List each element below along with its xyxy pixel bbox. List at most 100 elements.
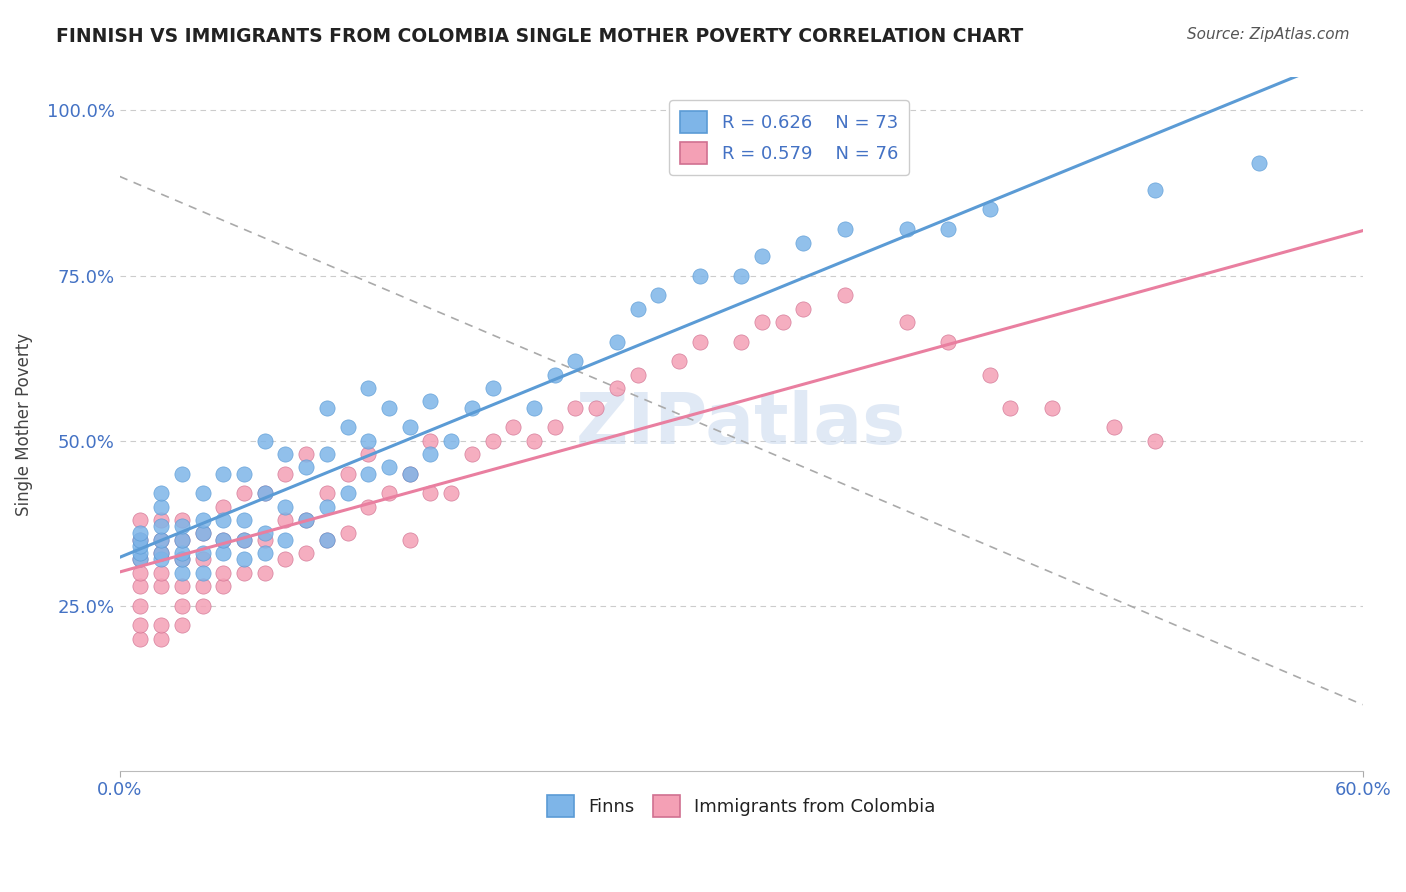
Point bbox=[896, 222, 918, 236]
Point bbox=[378, 401, 401, 415]
Point bbox=[191, 526, 214, 541]
Point bbox=[316, 500, 339, 514]
Point bbox=[129, 552, 152, 566]
Point bbox=[316, 401, 339, 415]
Point bbox=[1144, 183, 1167, 197]
Point bbox=[461, 401, 484, 415]
Point bbox=[150, 546, 173, 560]
Point bbox=[398, 533, 420, 547]
Text: ZIPatlas: ZIPatlas bbox=[576, 390, 907, 458]
Point bbox=[191, 566, 214, 580]
Point bbox=[398, 420, 420, 434]
Point bbox=[336, 467, 359, 481]
Point bbox=[419, 486, 441, 500]
Point bbox=[1144, 434, 1167, 448]
Point bbox=[212, 467, 235, 481]
Point bbox=[274, 467, 297, 481]
Point bbox=[834, 288, 856, 302]
Point bbox=[792, 301, 814, 316]
Point bbox=[129, 566, 152, 580]
Point bbox=[564, 354, 586, 368]
Point bbox=[233, 467, 256, 481]
Point bbox=[606, 334, 628, 349]
Point bbox=[398, 467, 420, 481]
Point bbox=[378, 486, 401, 500]
Point bbox=[129, 632, 152, 646]
Point bbox=[233, 533, 256, 547]
Point bbox=[129, 579, 152, 593]
Point bbox=[730, 334, 752, 349]
Point bbox=[233, 486, 256, 500]
Point bbox=[1247, 156, 1270, 170]
Point bbox=[730, 268, 752, 283]
Point bbox=[129, 552, 152, 566]
Point bbox=[170, 546, 193, 560]
Point bbox=[751, 249, 773, 263]
Point bbox=[626, 301, 648, 316]
Point bbox=[481, 434, 503, 448]
Point bbox=[295, 447, 318, 461]
Point bbox=[523, 401, 546, 415]
Point bbox=[668, 354, 690, 368]
Point bbox=[150, 618, 173, 632]
Point bbox=[274, 500, 297, 514]
Point bbox=[150, 533, 173, 547]
Point bbox=[896, 315, 918, 329]
Point bbox=[170, 519, 193, 533]
Point bbox=[274, 513, 297, 527]
Point bbox=[936, 222, 959, 236]
Point bbox=[129, 513, 152, 527]
Point bbox=[150, 513, 173, 527]
Point bbox=[689, 334, 711, 349]
Point bbox=[419, 434, 441, 448]
Point bbox=[150, 486, 173, 500]
Point bbox=[936, 334, 959, 349]
Point bbox=[191, 526, 214, 541]
Point bbox=[751, 315, 773, 329]
Point bbox=[129, 533, 152, 547]
Point bbox=[398, 467, 420, 481]
Point bbox=[1102, 420, 1125, 434]
Point bbox=[233, 552, 256, 566]
Point bbox=[253, 546, 276, 560]
Point bbox=[129, 618, 152, 632]
Point bbox=[295, 513, 318, 527]
Point bbox=[357, 434, 380, 448]
Point bbox=[253, 486, 276, 500]
Point bbox=[233, 533, 256, 547]
Point bbox=[544, 368, 567, 382]
Point bbox=[212, 566, 235, 580]
Point bbox=[129, 539, 152, 553]
Point bbox=[253, 566, 276, 580]
Point bbox=[191, 599, 214, 613]
Point bbox=[191, 552, 214, 566]
Point bbox=[564, 401, 586, 415]
Point bbox=[1040, 401, 1063, 415]
Point bbox=[295, 546, 318, 560]
Point bbox=[689, 268, 711, 283]
Point bbox=[647, 288, 669, 302]
Point bbox=[336, 420, 359, 434]
Point bbox=[606, 381, 628, 395]
Point bbox=[129, 599, 152, 613]
Point bbox=[772, 315, 794, 329]
Point bbox=[419, 447, 441, 461]
Point bbox=[316, 486, 339, 500]
Point bbox=[274, 533, 297, 547]
Point bbox=[295, 513, 318, 527]
Point bbox=[253, 533, 276, 547]
Point bbox=[316, 447, 339, 461]
Text: FINNISH VS IMMIGRANTS FROM COLOMBIA SINGLE MOTHER POVERTY CORRELATION CHART: FINNISH VS IMMIGRANTS FROM COLOMBIA SING… bbox=[56, 27, 1024, 45]
Point bbox=[378, 460, 401, 475]
Point bbox=[170, 599, 193, 613]
Point bbox=[212, 579, 235, 593]
Point bbox=[191, 486, 214, 500]
Point bbox=[979, 202, 1001, 217]
Point bbox=[170, 566, 193, 580]
Point bbox=[440, 486, 463, 500]
Point bbox=[253, 526, 276, 541]
Text: Source: ZipAtlas.com: Source: ZipAtlas.com bbox=[1187, 27, 1350, 42]
Point bbox=[585, 401, 607, 415]
Point bbox=[440, 434, 463, 448]
Point bbox=[523, 434, 546, 448]
